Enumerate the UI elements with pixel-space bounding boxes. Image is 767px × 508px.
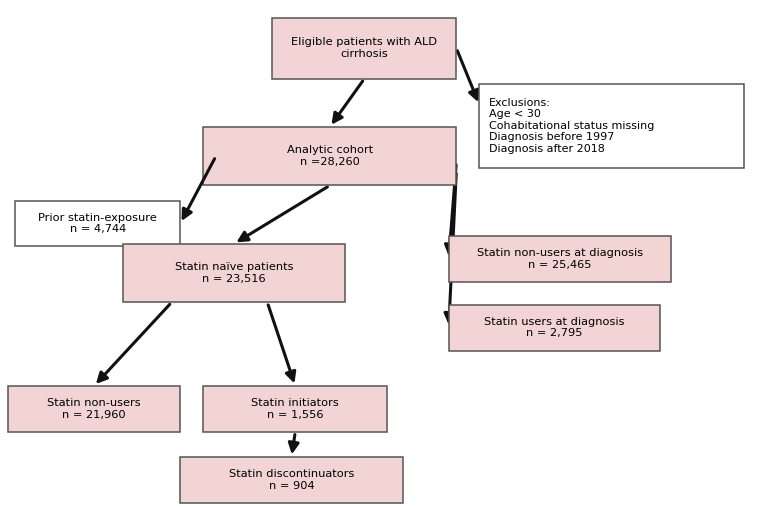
FancyBboxPatch shape: [449, 305, 660, 351]
Text: Statin non-users
n = 21,960: Statin non-users n = 21,960: [47, 398, 141, 420]
Text: Statin initiators
n = 1,556: Statin initiators n = 1,556: [252, 398, 339, 420]
FancyBboxPatch shape: [123, 244, 345, 302]
FancyBboxPatch shape: [8, 386, 180, 432]
Text: Eligible patients with ALD
cirrhosis: Eligible patients with ALD cirrhosis: [291, 38, 437, 59]
FancyBboxPatch shape: [272, 18, 456, 79]
Text: Statin non-users at diagnosis
n = 25,465: Statin non-users at diagnosis n = 25,465: [477, 248, 643, 270]
FancyBboxPatch shape: [203, 127, 456, 185]
FancyBboxPatch shape: [479, 84, 744, 168]
FancyBboxPatch shape: [180, 457, 403, 503]
FancyBboxPatch shape: [449, 236, 671, 282]
Text: Exclusions:
Age < 30
Cohabitational status missing
Diagnosis before 1997
Diagnos: Exclusions: Age < 30 Cohabitational stat…: [489, 98, 654, 154]
Text: Prior statin-exposure
n = 4,744: Prior statin-exposure n = 4,744: [38, 213, 157, 234]
Text: Statin users at diagnosis
n = 2,795: Statin users at diagnosis n = 2,795: [484, 317, 624, 338]
FancyBboxPatch shape: [203, 386, 387, 432]
Text: Analytic cohort
n =28,260: Analytic cohort n =28,260: [287, 145, 373, 167]
Text: Statin discontinuators
n = 904: Statin discontinuators n = 904: [229, 469, 354, 491]
FancyBboxPatch shape: [15, 201, 180, 246]
Text: Statin naïve patients
n = 23,516: Statin naïve patients n = 23,516: [175, 262, 293, 284]
